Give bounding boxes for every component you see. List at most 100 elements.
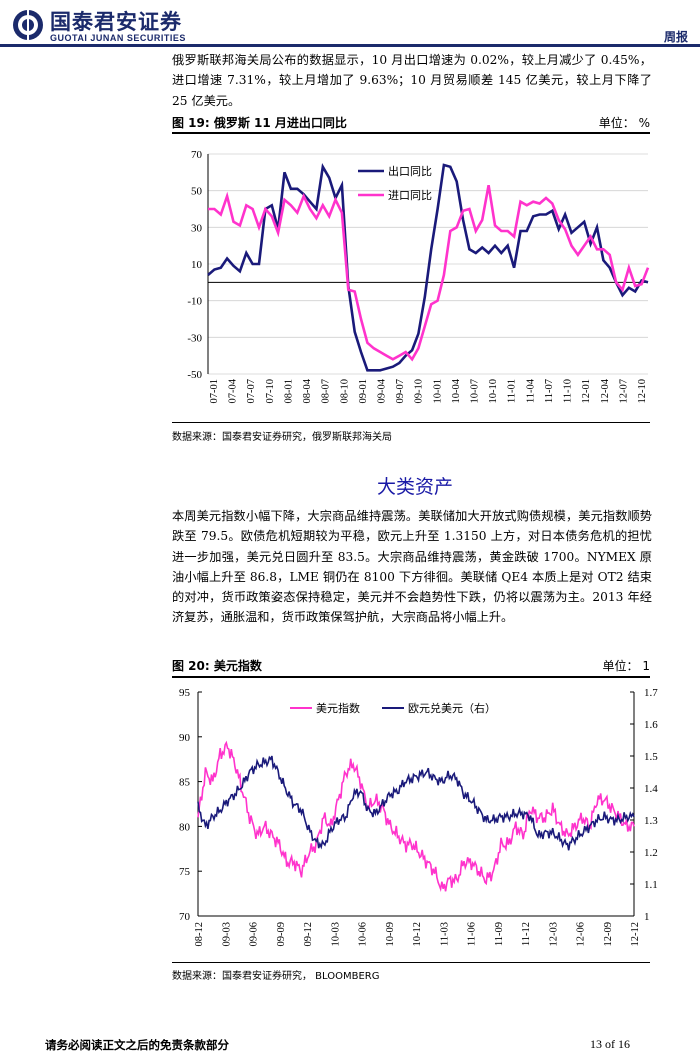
chart1-x-tick-label: 11-01: [507, 379, 518, 403]
chart2-right-tick-label: 1.6: [644, 719, 658, 731]
chart1-x-tick-label: 10-01: [432, 379, 443, 404]
chart1-x-tick-label: 07-10: [265, 379, 276, 404]
chart1-x-tick-label: 10-07: [470, 379, 481, 404]
chart2-x-tick-label: 10-03: [330, 922, 341, 947]
chart2-x-ticks: 08-12 09-03 09-06 09-09 09-12 10-03 10-06 10-09…: [194, 922, 641, 947]
figure19-title: 图 19: 俄罗斯 11 月进出口同比: [172, 116, 347, 130]
chart2-legend-label: 欧元兑美元（右）: [408, 701, 496, 715]
chart2-legend-label: 美元指数: [316, 701, 360, 715]
chart1-x-tick-label: 11-10: [563, 379, 574, 403]
chart1-x-tick-label: 09-04: [376, 378, 387, 403]
chart1-x-tick-label: 09-10: [414, 379, 425, 404]
chart1-x-tick-label: 12-10: [637, 379, 648, 404]
chart1-x-tick-label: 10-04: [451, 378, 462, 403]
chart1-legend-label: 出口同比: [388, 164, 432, 178]
chart2-right-tick-label: 1.3: [644, 815, 658, 827]
chart1-x-tick-label: 08-07: [321, 379, 332, 404]
figure19-chart: -50 -30 -10 10 30 50 70 07-01 07-04 07-07 07-10 08…: [187, 149, 650, 404]
chart1-y-tick-label: -50: [187, 369, 202, 381]
chart2-x-tick-label: 11-06: [467, 922, 478, 946]
chart1-x-tick-label: 12-07: [618, 379, 629, 404]
figure20-bottom-rule: [172, 962, 650, 963]
header-rule: [0, 44, 700, 47]
chart2-legend: 美元指数 欧元兑美元（右）: [290, 701, 496, 715]
chart2-x-tick-label: 09-12: [303, 922, 314, 947]
chart2-left-y-ticks: 70 75 80 85 90 95: [179, 687, 634, 923]
chart2-x-tick-label: 12-09: [603, 922, 614, 947]
chart2-left-tick-label: 85: [179, 777, 191, 789]
figure19-source: 数据来源：国泰君安证券研究，俄罗斯联邦海关局: [172, 432, 392, 443]
chart2-left-tick-label: 95: [179, 687, 191, 699]
chart2-x-tick-label: 11-12: [521, 922, 532, 946]
chart2-series-usd-index: [197, 740, 635, 892]
chart1-x-tick-label: 12-01: [581, 379, 592, 404]
chart1-y-tick-label: -30: [187, 332, 202, 344]
chart2-left-tick-label: 75: [179, 866, 191, 878]
chart1-y-tick-label: -10: [187, 296, 202, 308]
chart2-x-tick-label: 10-12: [412, 922, 423, 947]
chart2-right-tick-label: 1.7: [644, 687, 658, 699]
chart1-x-tick-label: 07-07: [246, 379, 257, 404]
footer-disclaimer: 请务必阅读正文之后的免责条款部分: [45, 1038, 229, 1052]
chart2-right-tick-label: 1: [644, 911, 650, 923]
chart2-x-tick-label: 09-09: [276, 922, 287, 947]
page-number: 13 of 16: [590, 1037, 630, 1051]
figure19-top-rule: [172, 132, 650, 134]
chart1-x-ticks: 07-01 07-04 07-07 07-10 08-01 08-04 08-07 08-10…: [209, 378, 648, 403]
chart2-x-tick-label: 10-09: [385, 922, 396, 947]
figure20-unit: 单位： 1: [602, 659, 650, 673]
chart2-x-tick-label: 12-03: [548, 922, 559, 947]
section-title: 大类资产: [376, 476, 453, 498]
chart2-series-eurusd: [197, 755, 635, 851]
chart1-x-tick-label: 09-01: [358, 379, 369, 404]
chart2-x-tick-label: 11-09: [494, 922, 505, 946]
chart1-x-tick-label: 12-04: [600, 378, 611, 403]
chart1-x-tick-label: 11-07: [544, 379, 555, 403]
chart2-x-tick-label: 12-12: [630, 922, 641, 947]
figure20-chart: 70 75 80 85 90 95 1 1.1 1.2 1.3 1.4 1.5 1.6 1.7 08-1…: [179, 687, 658, 947]
chart1-series-export: [207, 162, 649, 372]
chart1-series-import: [208, 184, 650, 362]
chart2-x-tick-label: 09-03: [221, 922, 232, 947]
chart1-x-tick-label: 07-01: [209, 379, 220, 404]
brand-name-en: GUOTAI JUNAN SECURITIES: [50, 33, 186, 43]
figure19-unit: 单位： %: [598, 116, 650, 130]
chart1-x-tick-label: 07-04: [228, 378, 239, 403]
chart2-x-tick-label: 08-12: [194, 922, 205, 947]
chart1-x-tick-label: 10-10: [488, 379, 499, 404]
chart2-x-tick-label: 09-06: [249, 922, 260, 947]
section-paragraph: 本周美元指数小幅下降，大宗商品维持震荡。美联储加大开放式购债规模，美元指数顺势跌…: [172, 509, 652, 625]
chart2-left-tick-label: 80: [179, 821, 191, 833]
chart2-x-tick-label: 12-06: [576, 922, 587, 947]
brand-name-cn: 国泰君安证券: [50, 10, 182, 34]
report-type: 周报: [663, 30, 688, 44]
chart1-y-tick-label: 30: [191, 222, 203, 234]
chart2-x-tick-label: 11-03: [439, 922, 450, 946]
chart1-x-tick-label: 08-04: [302, 378, 313, 403]
chart1-y-tick-label: 70: [191, 149, 203, 161]
chart1-legend-label: 进口同比: [388, 189, 432, 202]
chart1-x-tick-label: 09-07: [395, 379, 406, 404]
figure20-source: 数据来源：国泰君安证券研究， BLOOMBERG: [172, 971, 380, 982]
chart1-x-tick-label: 08-10: [339, 379, 350, 404]
chart1-series-group: [207, 162, 650, 372]
chart1-x-tick-label: 11-04: [525, 378, 536, 403]
figure20-title: 图 20: 美元指数: [172, 659, 262, 673]
chart2-right-tick-label: 1.1: [644, 879, 658, 891]
intro-paragraph: 俄罗斯联邦海关局公布的数据显示，10 月出口增速为 0.02%，较上月减少了 0…: [172, 53, 652, 108]
chart2-series-group: [197, 740, 635, 892]
chart1-x-tick-label: 08-01: [283, 379, 294, 404]
chart2-left-tick-label: 90: [179, 732, 191, 744]
chart1-y-tick-label: 50: [191, 186, 203, 198]
figure19-bottom-rule: [172, 422, 650, 423]
chart1-y-ticks: -50 -30 -10 10 30 50 70: [187, 149, 202, 381]
page-header: 国泰君安证券 GUOTAI JUNAN SECURITIES 周报: [0, 0, 700, 48]
chart1-y-tick-label: 10: [191, 259, 203, 271]
chart2-right-y-ticks: 1 1.1 1.2 1.3 1.4 1.5 1.6 1.7: [630, 687, 658, 923]
figure20-top-rule: [172, 676, 650, 678]
chart2-right-tick-label: 1.2: [644, 847, 658, 859]
company-logo: [12, 9, 44, 41]
chart2-x-tick-label: 10-06: [358, 922, 369, 947]
chart2-right-tick-label: 1.4: [644, 783, 658, 795]
